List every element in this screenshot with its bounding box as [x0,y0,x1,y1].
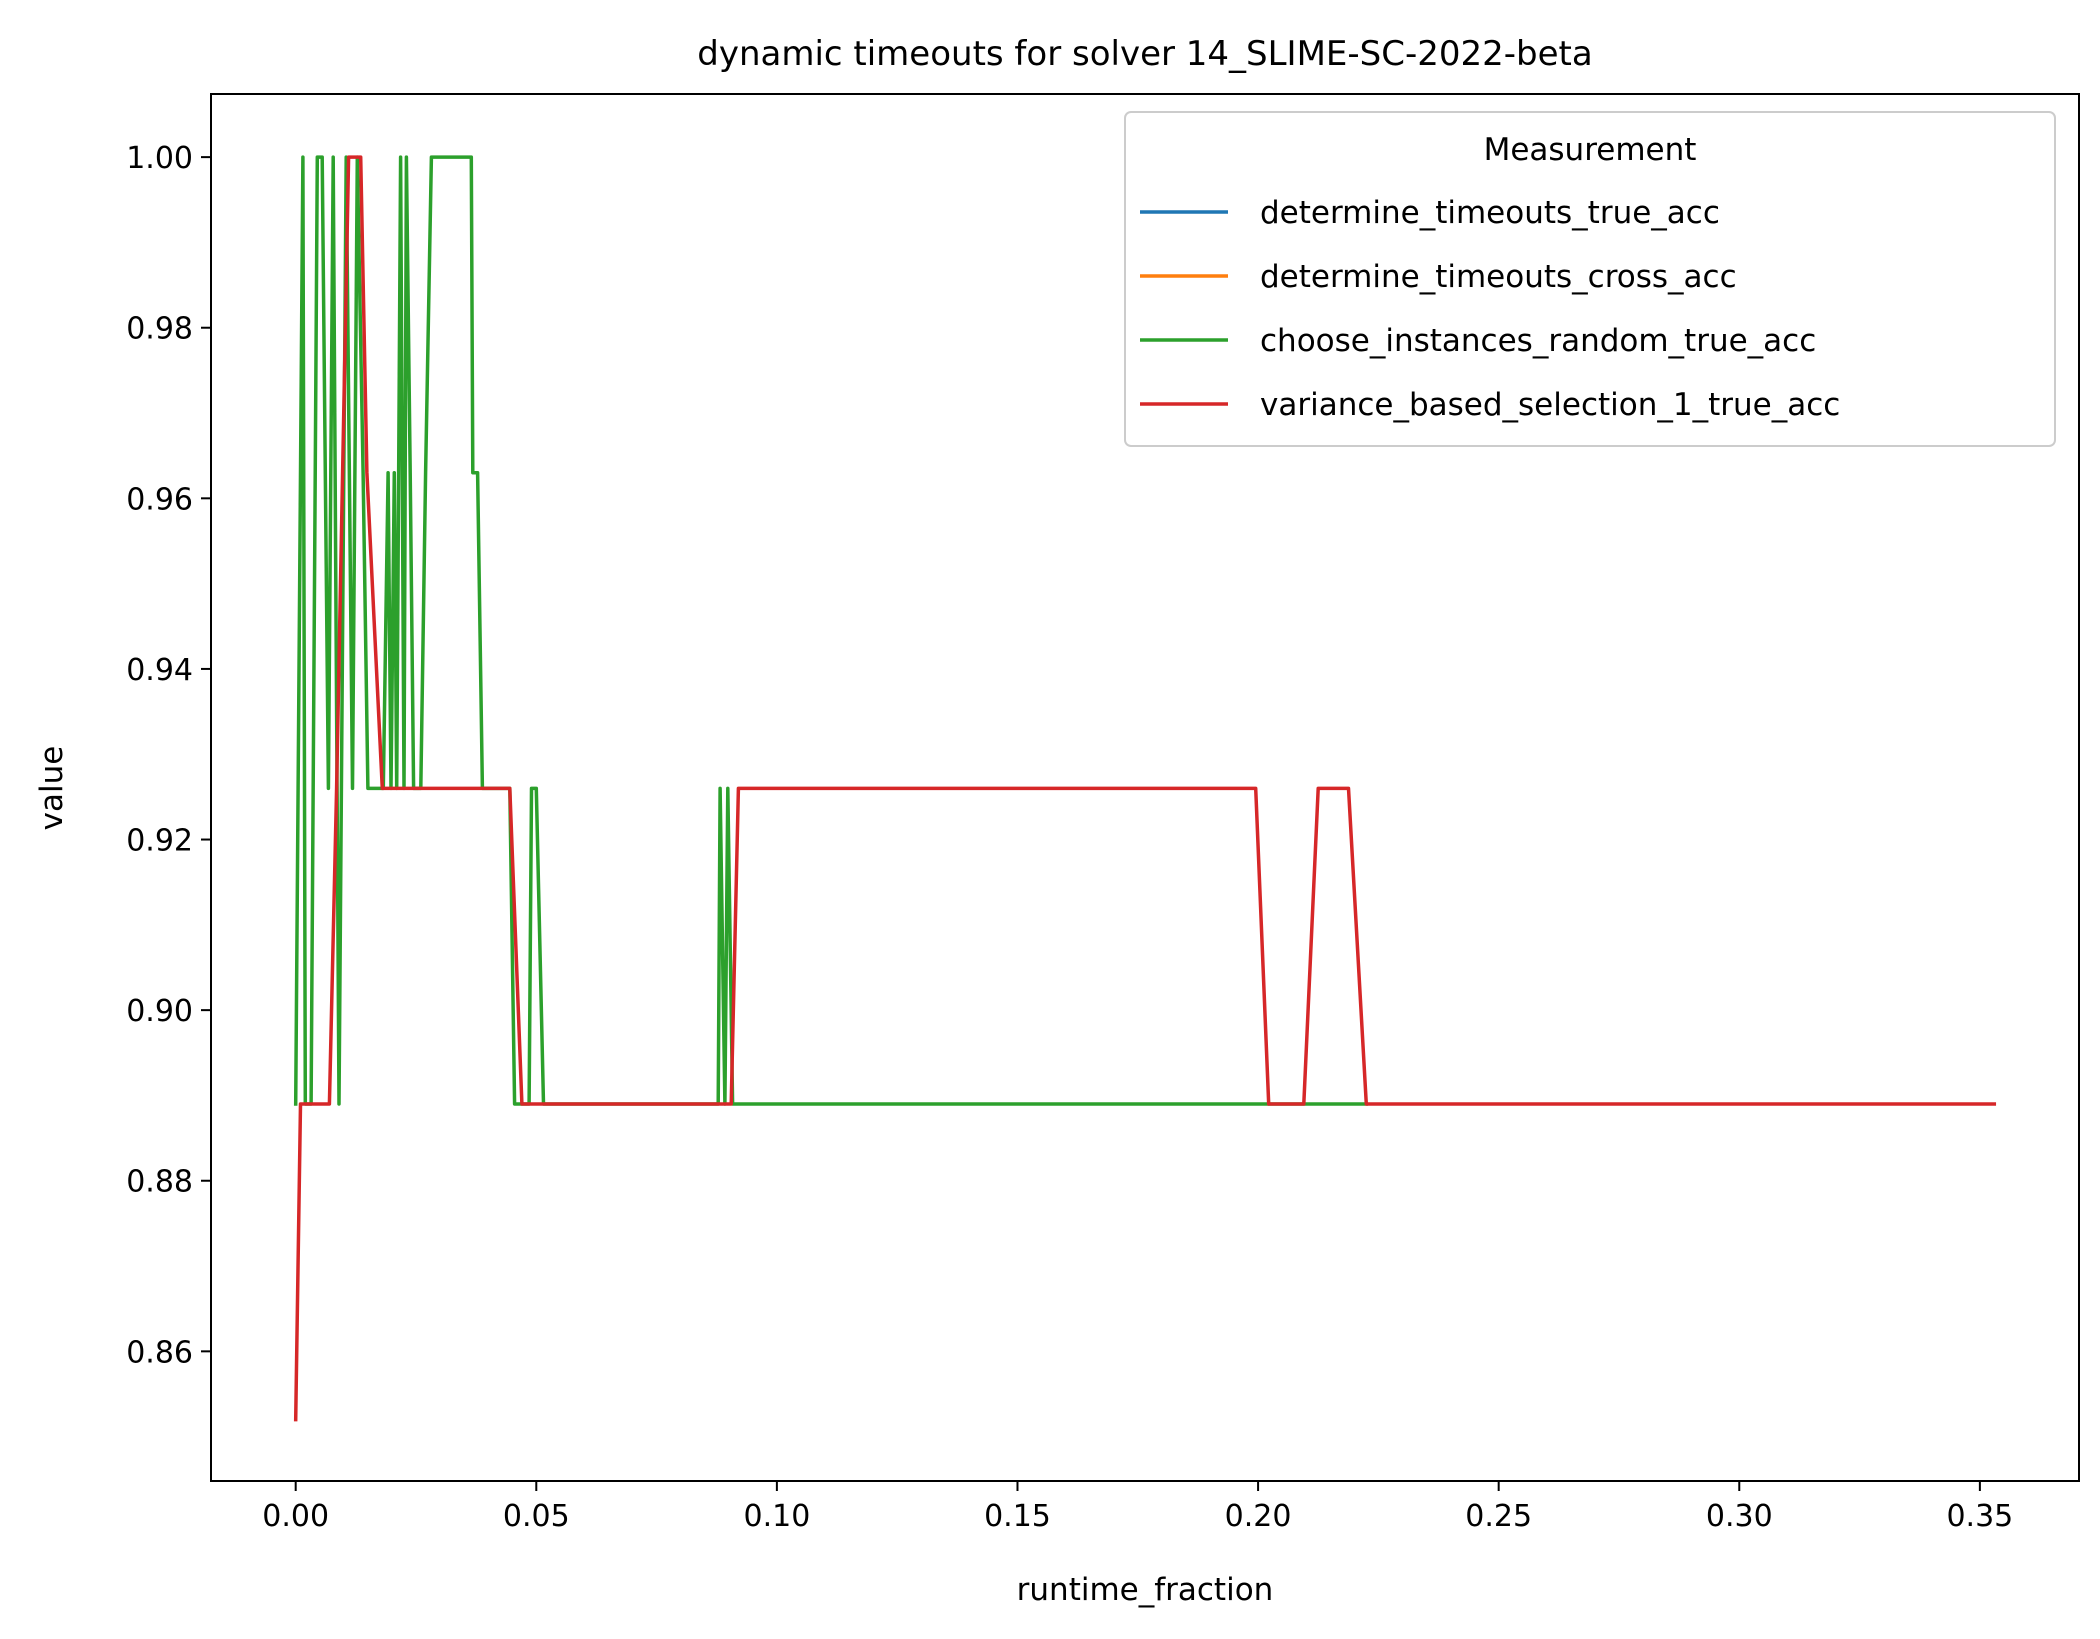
legend-label: variance_based_selection_1_true_acc [1260,387,1840,423]
x-axis: 0.00 0.05 0.10 0.15 0.20 0.25 0.30 0.35 [262,1481,2013,1534]
y-tick-label: 1.00 [126,141,193,176]
legend-label: determine_timeouts_true_acc [1260,195,1720,231]
y-axis: 0.86 0.88 0.90 0.92 0.94 0.96 0.98 1.00 [126,141,211,1370]
y-axis-label: value [34,746,70,831]
y-tick-label: 0.86 [126,1335,193,1370]
series-line-choose-instances-random-true-acc [293,155,1369,1106]
x-tick-label: 0.00 [262,1499,329,1534]
series-line-variance-based-selection-1-true-acc [293,155,1997,1422]
legend-label: choose_instances_random_true_acc [1260,323,1816,359]
y-tick-label: 0.94 [126,653,193,688]
chart-title: dynamic timeouts for solver 14_SLIME-SC-… [697,34,1592,74]
legend-label: determine_timeouts_cross_acc [1260,259,1737,295]
y-tick-label: 0.96 [126,482,193,517]
plot-frame [210,93,2080,1482]
legend-entries: determine_timeouts_true_acc determine_tim… [1140,195,1840,423]
y-tick-label: 0.88 [126,1165,193,1200]
legend: Measurement determine_timeouts_true_accd… [1124,111,2056,447]
y-tick-label: 0.90 [126,994,193,1029]
x-tick-label: 0.25 [1465,1499,1532,1534]
legend-title: Measurement [1484,132,1697,168]
x-tick-label: 0.15 [984,1499,1051,1534]
x-tick-label: 0.05 [503,1499,570,1534]
y-tick-label: 0.98 [126,312,193,347]
data-layer [293,155,1997,1422]
x-tick-label: 0.35 [1946,1499,2013,1534]
legend-box [1124,111,2056,447]
x-tick-label: 0.20 [1225,1499,1292,1534]
x-axis-label: runtime_fraction [1017,1572,1274,1608]
y-tick-label: 0.92 [126,824,193,859]
x-tick-label: 0.30 [1706,1499,1773,1534]
x-tick-label: 0.10 [743,1499,810,1534]
